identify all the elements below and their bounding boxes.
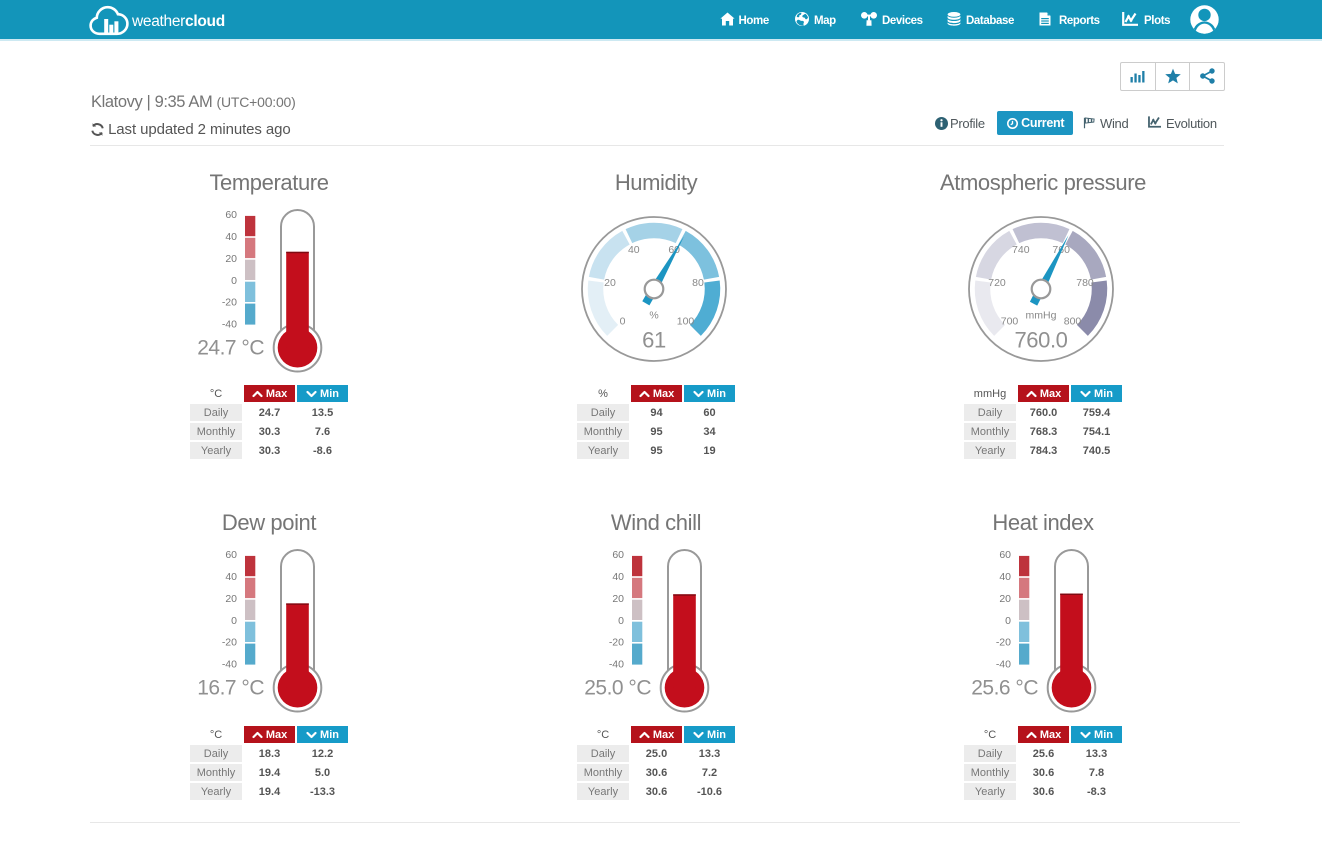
svg-text:20: 20 <box>604 277 616 289</box>
svg-text:61: 61 <box>642 328 666 353</box>
svg-text:16.7 °C: 16.7 °C <box>197 677 264 700</box>
svg-text:40: 40 <box>225 231 237 243</box>
svg-text:-20: -20 <box>996 637 1011 649</box>
svg-text:-20: -20 <box>222 637 237 649</box>
svg-text:20: 20 <box>225 593 237 605</box>
svg-text:25.0 °C: 25.0 °C <box>584 677 651 700</box>
svg-text:760.0: 760.0 <box>1014 328 1067 353</box>
svg-text:60: 60 <box>612 549 624 561</box>
svg-text:780: 780 <box>1076 277 1094 289</box>
svg-text:0: 0 <box>231 275 237 287</box>
svg-text:-40: -40 <box>222 319 237 331</box>
svg-text:40: 40 <box>612 571 624 583</box>
svg-text:20: 20 <box>999 593 1011 605</box>
svg-text:80: 80 <box>692 277 704 289</box>
svg-text:25.6 °C: 25.6 °C <box>971 677 1038 700</box>
svg-text:60: 60 <box>668 244 680 256</box>
svg-text:100: 100 <box>677 315 695 327</box>
svg-text:40: 40 <box>628 244 640 256</box>
svg-text:-20: -20 <box>609 637 624 649</box>
svg-text:0: 0 <box>618 615 624 627</box>
svg-text:20: 20 <box>612 593 624 605</box>
svg-text:mmHg: mmHg <box>1026 310 1057 322</box>
svg-text:-40: -40 <box>996 659 1011 671</box>
svg-text:0: 0 <box>231 615 237 627</box>
svg-text:-20: -20 <box>222 297 237 309</box>
svg-text:700: 700 <box>1001 315 1019 327</box>
svg-text:24.7 °C: 24.7 °C <box>197 337 264 360</box>
svg-text:-40: -40 <box>609 659 624 671</box>
svg-text:800: 800 <box>1064 315 1082 327</box>
svg-text:40: 40 <box>999 571 1011 583</box>
svg-text:740: 740 <box>1012 244 1030 256</box>
svg-text:20: 20 <box>225 253 237 265</box>
svg-text:0: 0 <box>620 315 626 327</box>
svg-text:-40: -40 <box>222 659 237 671</box>
svg-text:60: 60 <box>999 549 1011 561</box>
svg-text:%: % <box>649 310 658 322</box>
svg-text:720: 720 <box>988 277 1006 289</box>
svg-text:60: 60 <box>225 209 237 221</box>
svg-text:60: 60 <box>225 549 237 561</box>
svg-text:40: 40 <box>225 571 237 583</box>
svg-text:0: 0 <box>1005 615 1011 627</box>
